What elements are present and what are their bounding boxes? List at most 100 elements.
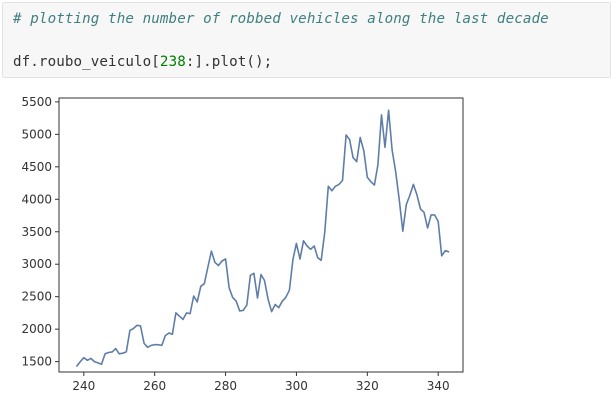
data-point [186,312,188,314]
data-point [125,351,127,353]
data-point [210,250,212,252]
data-point [147,346,149,348]
data-point [93,361,95,363]
data-point [302,240,305,242]
data-point [274,303,276,306]
data-point [139,325,142,327]
data-point [434,214,436,216]
plot-frame [58,97,464,373]
data-point [161,344,163,346]
line-chart: 240 260 280 300 320 340 1500 2000 2500 3000 3500 40… [21,95,464,393]
data-point [366,176,368,178]
data-point [111,351,113,353]
data-point [388,109,390,111]
data-point [178,315,181,317]
data-point [79,361,81,363]
data-point [334,185,336,187]
code-number: 238 [159,54,186,70]
data-point [239,310,241,312]
x-tick-label: 300 [285,379,308,393]
data-point [104,353,106,355]
data-point [90,357,92,359]
data-point [349,139,351,141]
data-point [175,312,177,314]
data-point [253,272,255,274]
x-tick-label: 260 [143,379,166,393]
data-point [83,357,85,359]
data-point [189,313,191,315]
code-prefix: df.roubo_veiculo[ [13,54,160,70]
data-point [217,264,220,267]
data-point [409,194,411,196]
data-point [359,137,361,139]
data-point [97,362,99,364]
data-point [171,333,173,335]
data-point [327,185,329,187]
data-point [430,214,432,216]
data-point [129,329,131,331]
data-point [324,231,326,233]
data-point [207,266,209,269]
y-tick-label: 4500 [21,160,52,174]
data-point [352,157,354,159]
data-point [115,348,117,350]
data-point [193,295,195,297]
code-comment: # plotting the number of robbed vehicles… [13,11,549,27]
data-point [306,245,308,247]
data-point [391,149,393,151]
data-point [423,211,425,213]
data-point [444,250,446,252]
data-point [200,285,202,287]
data-point [228,287,230,289]
data-point [221,260,223,262]
y-tick-label: 2500 [21,290,52,304]
data-point [299,258,301,260]
data-point [132,327,134,330]
data-point [395,171,397,173]
code-suffix: :].plot(); [185,54,273,70]
data-point [263,279,266,282]
data-point [363,150,365,152]
y-tick-label: 3500 [21,225,52,239]
data-point [196,301,198,303]
data-point [437,220,439,222]
data-point [295,242,297,244]
data-point [249,274,251,276]
data-point [281,300,283,302]
data-point [398,198,400,200]
data-point [441,255,443,257]
x-tick-label: 280 [214,379,237,393]
data-point [380,114,383,116]
y-tick-label: 3000 [21,257,52,271]
data-point [285,296,287,298]
data-point [136,324,138,326]
data-point [412,183,414,185]
data-point [246,304,248,306]
y-tick-label: 4000 [21,192,52,206]
data-point [402,230,404,232]
data-point [267,298,269,300]
series-line [76,109,450,367]
data-point [76,365,78,367]
data-point [182,318,184,320]
x-tick-label: 240 [72,379,95,393]
y-tick-label: 2000 [21,322,52,336]
data-point [288,289,290,291]
data-point [313,245,315,247]
data-point [168,332,170,334]
data-point [278,307,280,309]
data-point [310,248,312,250]
y-tick-label: 5000 [21,127,52,141]
code-cell[interactable]: # plotting the number of robbed vehicles… [2,2,611,78]
data-point [416,194,418,196]
data-point [317,257,319,259]
data-point [345,134,347,136]
data-point [154,344,156,346]
data-point [377,164,379,166]
data-point [108,351,110,354]
data-point [86,359,88,361]
data-point [256,297,259,299]
data-point [235,300,237,302]
data-point [419,208,422,210]
data-point [448,251,450,253]
